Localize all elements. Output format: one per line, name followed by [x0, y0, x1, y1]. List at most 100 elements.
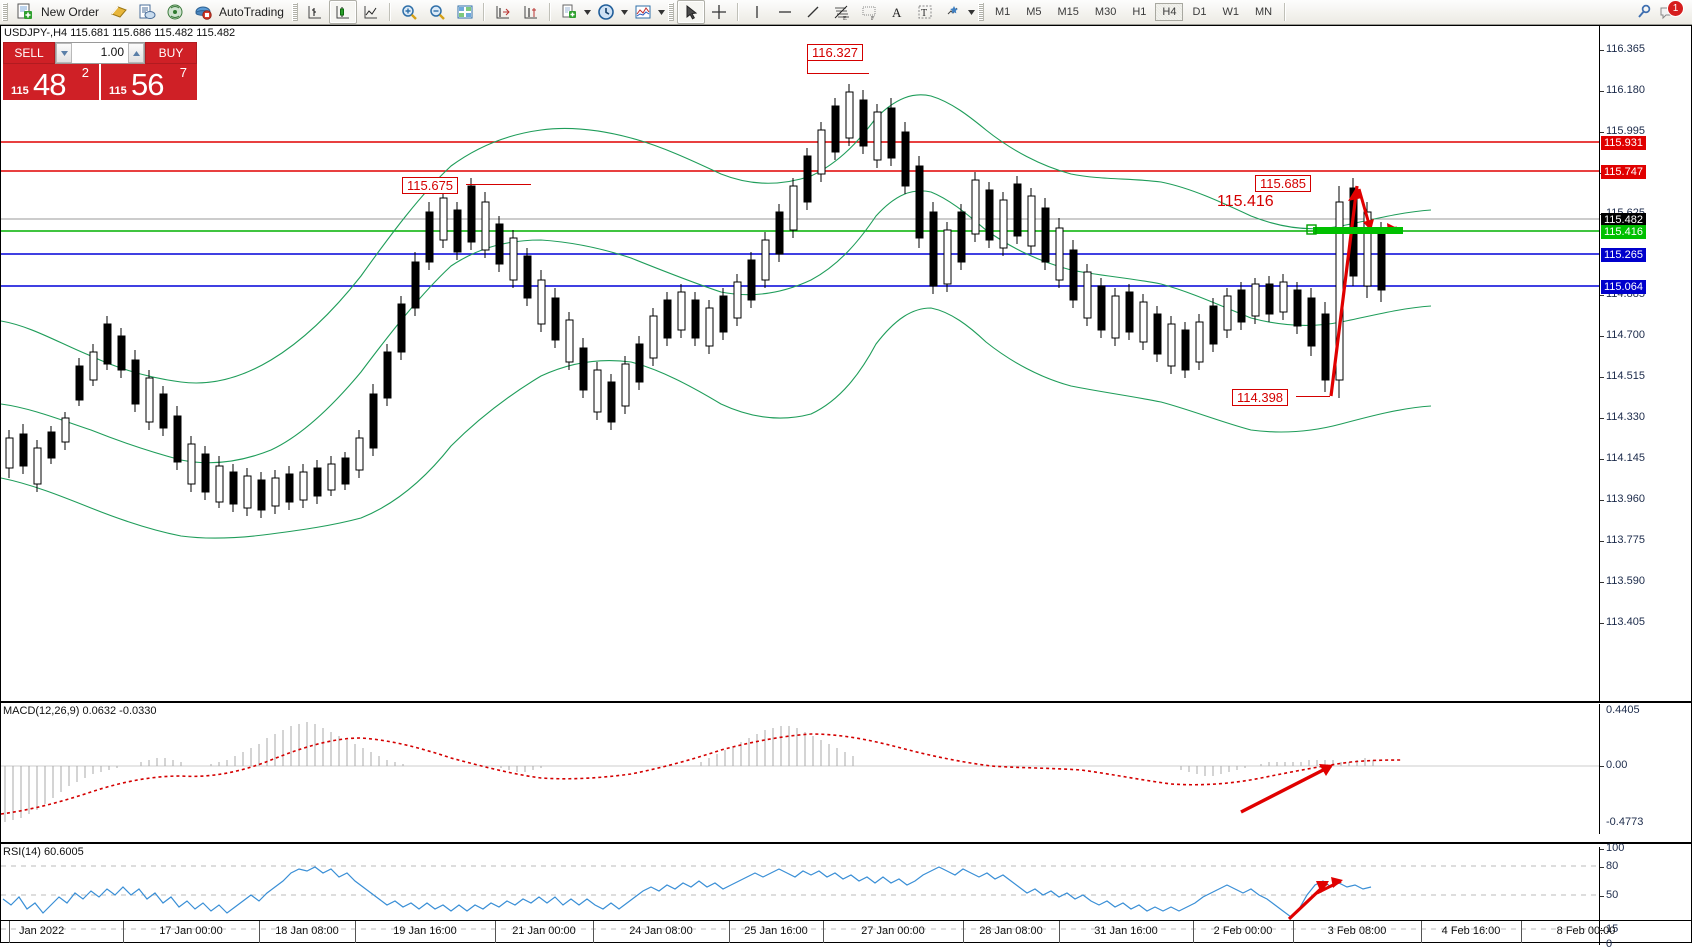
shapes-dropdown-caret-icon[interactable] — [967, 1, 976, 23]
trendline-icon[interactable] — [799, 0, 827, 24]
volume-value[interactable]: 1.00 — [100, 45, 124, 59]
macd-label: MACD(12,26,9) 0.0632 -0.0330 — [3, 705, 157, 717]
zoom-out-icon[interactable] — [423, 0, 451, 24]
volume-increment-button[interactable] — [128, 43, 144, 63]
text-label-icon[interactable]: T — [911, 0, 939, 24]
time-tick-6: 25 Jan 16:00 — [744, 925, 808, 937]
buy-price-fraction: 7 — [179, 65, 187, 80]
rsi-pane[interactable] — [1, 847, 1599, 945]
periods-icon[interactable] — [592, 0, 620, 24]
autotrading-label[interactable]: AutoTrading — [219, 5, 284, 19]
candlestick-chart-icon[interactable] — [328, 0, 357, 24]
time-scale[interactable]: Jan 2022 17 Jan 00:00 18 Jan 08:00 19 Ja… — [1, 920, 1692, 943]
price-label-ask-115416[interactable]: 115.416 — [1601, 225, 1646, 239]
search-icon[interactable] — [1630, 0, 1658, 24]
toolbar-grip-2[interactable] — [291, 3, 298, 21]
price-label-support-115064[interactable]: 115.064 — [1601, 280, 1646, 294]
auto-scroll-icon[interactable] — [517, 0, 545, 24]
price-label-current-bid[interactable]: 115.482 — [1601, 213, 1646, 227]
toolbar-grip-4[interactable] — [977, 3, 984, 21]
price-label-resistance-115747[interactable]: 115.747 — [1601, 165, 1646, 179]
templates-icon[interactable] — [555, 0, 583, 24]
toolbar-grip[interactable] — [2, 3, 8, 21]
entry-zone-marker — [1313, 227, 1403, 234]
macd-pane[interactable] — [1, 704, 1599, 834]
svg-text:A: A — [892, 5, 902, 20]
toolbar-separator-1 — [388, 3, 391, 21]
cursor-icon[interactable] — [676, 0, 705, 24]
text-icon[interactable]: A — [883, 0, 911, 24]
timeframe-m15[interactable]: M15 — [1057, 6, 1079, 18]
templates-dropdown-caret-icon[interactable] — [583, 1, 592, 23]
time-tick-3: 19 Jan 16:00 — [393, 925, 457, 937]
data-window-icon[interactable] — [133, 0, 161, 24]
shift-end-icon[interactable] — [489, 0, 517, 24]
price-label-support-115265[interactable]: 115.265 — [1601, 248, 1646, 262]
price-pane[interactable]: 116.327 115.675 115.685 115.416 114.398 — [1, 26, 1599, 703]
equidistant-channel-icon[interactable]: F — [855, 0, 883, 24]
signals-icon[interactable] — [161, 0, 189, 24]
horizontal-line-icon[interactable] — [771, 0, 799, 24]
buy-button[interactable]: BUY — [145, 42, 197, 64]
time-tick-5: 24 Jan 08:00 — [629, 925, 693, 937]
autotrading-icon[interactable] — [189, 0, 217, 24]
sell-button[interactable]: SELL — [3, 42, 55, 64]
timeframe-d1[interactable]: D1 — [1192, 6, 1207, 18]
chart-title: USDJPY-,H4 115.681 115.686 115.482 115.4… — [4, 27, 236, 39]
pane-separator-rsi[interactable] — [1, 842, 1691, 844]
annotation-label-115416: 115.416 — [1217, 193, 1274, 210]
toolbar-separator-3 — [548, 3, 551, 21]
time-tick-9: 31 Jan 16:00 — [1094, 925, 1158, 937]
macd-annotation-arrow — [1240, 764, 1333, 814]
price-scale[interactable]: 116.365 116.180 115.995 115.810 115.625 … — [1599, 26, 1691, 703]
timeframe-h1[interactable]: H1 — [1132, 6, 1147, 18]
bollinger-lower-band — [1, 307, 1432, 539]
chart-window[interactable]: USDJPY-,H4 115.681 115.686 115.482 115.4… — [0, 25, 1692, 950]
timeframe-mn[interactable]: MN — [1255, 6, 1273, 18]
toolbar-separator-4 — [736, 3, 739, 21]
shapes-icon[interactable] — [939, 0, 967, 24]
sell-price-display[interactable]: 115 48 2 — [3, 64, 99, 102]
new-order-icon[interactable] — [11, 0, 39, 24]
periods-dropdown-caret-icon[interactable] — [620, 1, 629, 23]
sell-price-fraction: 2 — [81, 65, 89, 80]
one-click-trading-panel[interactable]: SELL 1.00 BUY 115 48 2 115 56 7 — [3, 42, 197, 102]
timeframe-m30[interactable]: M30 — [1094, 6, 1117, 18]
volume-stepper[interactable]: 1.00 — [55, 42, 145, 64]
zoom-in-icon[interactable] — [395, 0, 423, 24]
indicators-icon[interactable] — [629, 0, 657, 24]
crosshair-icon[interactable] — [705, 0, 733, 24]
fibonacci-icon[interactable]: E — [827, 0, 855, 24]
timeframe-m5[interactable]: M5 — [1026, 6, 1042, 18]
buy-price-display[interactable]: 115 56 7 — [101, 64, 197, 102]
timeframe-m1[interactable]: M1 — [994, 6, 1011, 18]
new-order-label[interactable]: New Order — [41, 5, 100, 19]
toolbar-grip-3[interactable] — [667, 3, 674, 21]
bollinger-upper-band — [1, 94, 1432, 384]
expert-advisors-icon[interactable] — [105, 0, 133, 24]
candlestick-series — [5, 84, 1386, 518]
timeframe-w1[interactable]: W1 — [1222, 6, 1240, 18]
indicators-dropdown-caret-icon[interactable] — [657, 1, 666, 23]
annotation-label-115685: 115.685 — [1255, 175, 1312, 192]
price-label-resistance-115931[interactable]: 115.931 — [1601, 136, 1646, 150]
annotation-leader-116327 — [807, 58, 808, 74]
vertical-line-icon[interactable] — [743, 0, 771, 24]
macd-scale[interactable]: 0.4405 0.00 -0.4773 — [1599, 704, 1691, 834]
time-tick-7: 27 Jan 00:00 — [861, 925, 925, 937]
volume-decrement-button[interactable] — [56, 43, 72, 63]
svg-text:T: T — [921, 8, 927, 19]
annotation-label-114398: 114.398 — [1232, 389, 1289, 406]
macd-histogram — [4, 722, 1374, 822]
svg-text:E: E — [843, 16, 847, 21]
tile-windows-icon[interactable] — [451, 0, 479, 24]
order-marker — [1306, 224, 1317, 235]
macd-chart-svg — [1, 722, 1599, 822]
rsi-line — [2, 866, 1372, 918]
bar-chart-icon[interactable] — [301, 0, 329, 24]
alerts-icon[interactable]: 1 — [1658, 0, 1684, 23]
time-tick-11: 3 Feb 08:00 — [1327, 925, 1387, 937]
pane-separator-macd[interactable] — [1, 701, 1691, 703]
timeframe-h4[interactable]: H4 — [1155, 3, 1184, 21]
line-chart-icon[interactable] — [357, 0, 385, 24]
